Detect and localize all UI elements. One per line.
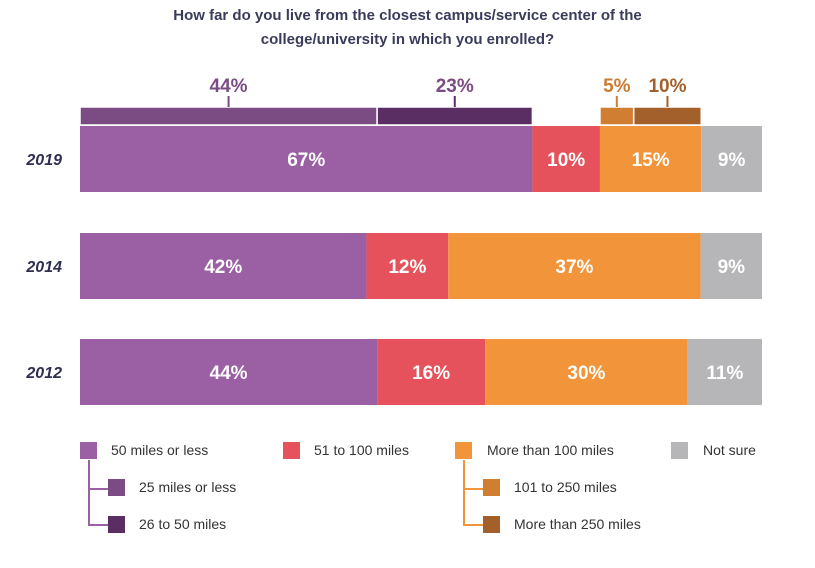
bar-label-2014-51-to-100-miles: 12% xyxy=(388,257,426,278)
bar-label-2012-50-miles-or-less: 44% xyxy=(210,363,248,384)
legend-label-50-or-less: 50 miles or less xyxy=(111,442,209,458)
stacked-bar-chart: 2019 67% 10% 15% 9% 2014 42% 12% 37% 9% 2012 44% 16%… xyxy=(25,76,762,405)
bar-label-2014-not-sure: 9% xyxy=(718,257,746,278)
legend-swatch-more-than-100 xyxy=(455,442,472,459)
breakdown-label-more-than-250-miles: 10% xyxy=(648,76,686,97)
bar-2012-50-miles-or-less xyxy=(80,339,378,405)
legend-label-more-than-250: More than 250 miles xyxy=(514,516,641,532)
bar-2012-51-to-100-miles xyxy=(377,339,486,405)
legend-swatch-25-or-less xyxy=(108,479,125,496)
bar-label-2012-more-than-100-miles: 30% xyxy=(567,363,605,384)
bar-2019-not-sure xyxy=(701,126,762,192)
bar-2019-50-miles-or-less xyxy=(80,126,533,192)
legend-swatch-101-to-250 xyxy=(483,479,500,496)
legend-label-51-to-100: 51 to 100 miles xyxy=(314,442,409,458)
chart-title-line2: college/university in which you enrolled… xyxy=(260,31,555,48)
bar-2019-more-than-100-miles xyxy=(599,126,702,192)
legend-label-more-than-100: More than 100 miles xyxy=(487,442,614,458)
bar-label-2019-not-sure: 9% xyxy=(718,150,746,171)
legend-label-26-to-50: 26 to 50 miles xyxy=(139,516,227,532)
breakdown-bar-25-miles-or-less xyxy=(79,106,378,126)
bar-label-2019-51-to-100-miles: 10% xyxy=(547,150,585,171)
bar-2014-not-sure xyxy=(700,233,762,299)
legend-swatch-50-or-less xyxy=(80,442,97,459)
legend-label-25-or-less: 25 miles or less xyxy=(139,479,237,495)
category-label-2014: 2014 xyxy=(25,259,62,276)
breakdown-bar-101-to-250-miles xyxy=(599,106,635,126)
bar-2012-not-sure xyxy=(687,339,762,405)
breakdown-bar-26-to-50-miles xyxy=(376,106,534,126)
category-label-2019: 2019 xyxy=(25,152,62,169)
bar-label-2019-more-than-100-miles: 15% xyxy=(632,150,670,171)
legend-swatch-51-to-100 xyxy=(283,442,300,459)
bar-2012-more-than-100-miles xyxy=(485,339,688,405)
legend-swatch-26-to-50 xyxy=(108,516,125,533)
breakdown-label-101-to-250-miles: 5% xyxy=(603,76,631,97)
breakdown-label-25-miles-or-less: 44% xyxy=(210,76,248,97)
bar-2014-51-to-100-miles xyxy=(366,233,449,299)
bar-2014-more-than-100-miles xyxy=(448,233,701,299)
chart-title: How far do you live from the closest cam… xyxy=(0,4,815,52)
legend-label-not-sure: Not sure xyxy=(703,442,756,458)
breakdown-bar-more-than-250-miles xyxy=(632,106,702,126)
bar-label-2014-more-than-100-miles: 37% xyxy=(555,257,593,278)
chart-title-line1: How far do you live from the closest cam… xyxy=(173,7,642,24)
bar-label-2012-not-sure: 11% xyxy=(706,363,743,384)
bar-2014-50-miles-or-less xyxy=(80,233,367,299)
legend-swatch-more-than-250 xyxy=(483,516,500,533)
legend-label-101-to-250: 101 to 250 miles xyxy=(514,479,617,495)
legend-connector-right xyxy=(463,460,483,490)
legend-swatch-not-sure xyxy=(671,442,688,459)
legend-connector-left-2 xyxy=(88,488,108,526)
bar-label-2012-51-to-100-miles: 16% xyxy=(412,363,450,384)
bar-2019-51-to-100-miles xyxy=(532,126,600,192)
bar-label-2014-50-miles-or-less: 42% xyxy=(204,257,242,278)
legend-connector-right-2 xyxy=(463,488,483,526)
bar-label-2019-50-miles-or-less: 67% xyxy=(287,150,325,171)
category-label-2012: 2012 xyxy=(25,365,62,382)
legend-connector-left xyxy=(88,460,108,490)
breakdown-label-26-to-50-miles: 23% xyxy=(436,76,474,97)
